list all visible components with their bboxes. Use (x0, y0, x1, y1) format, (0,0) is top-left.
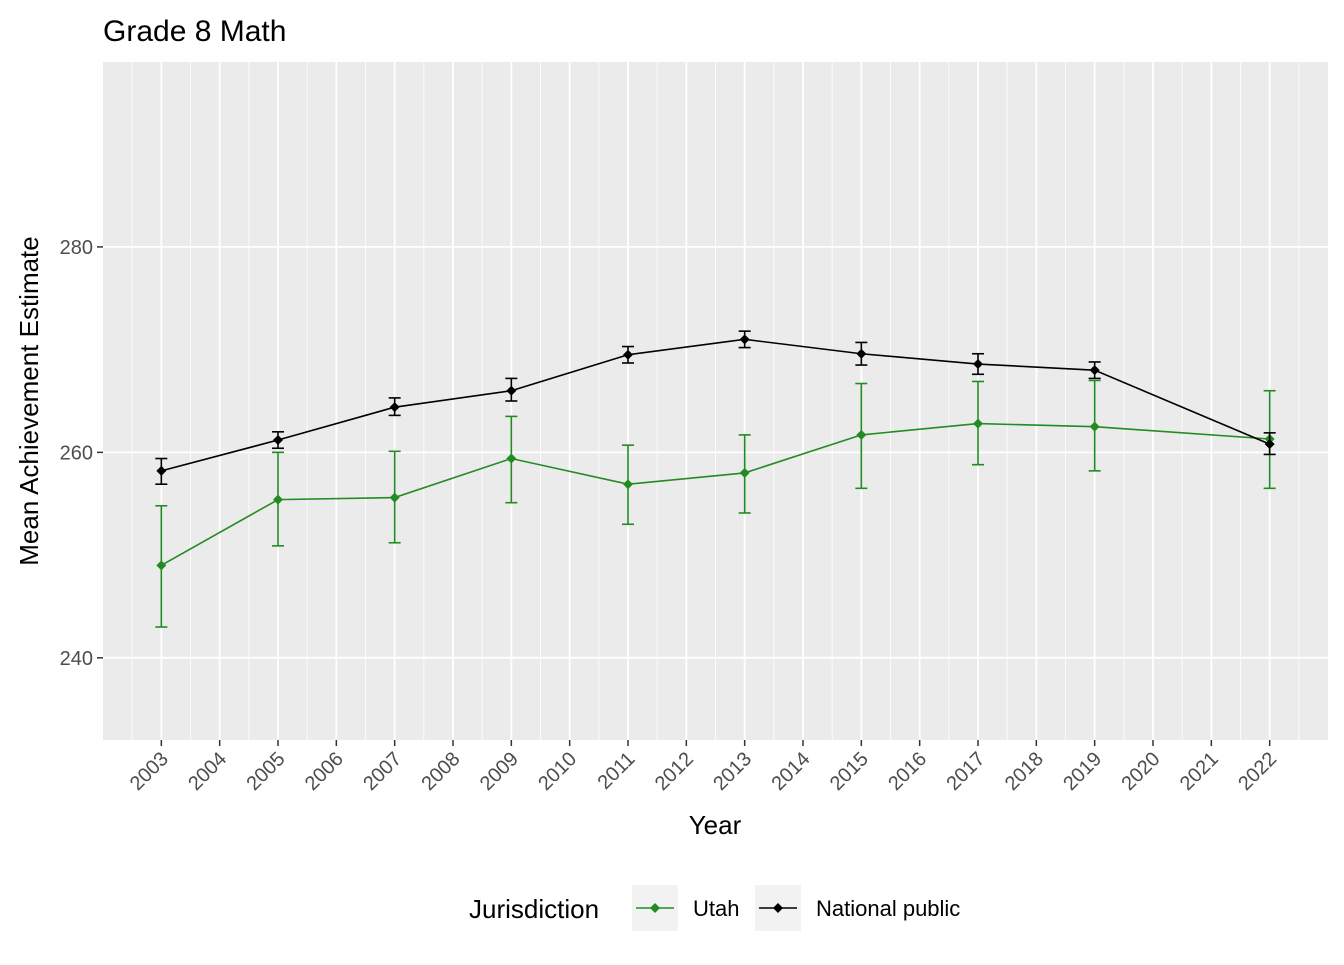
x-tick-label: 2008 (418, 748, 465, 795)
data-point (273, 494, 283, 505)
data-point (389, 402, 400, 413)
x-tick-label: 2012 (651, 748, 698, 795)
x-tick-label: 2020 (1118, 748, 1165, 795)
x-tick-label: 2010 (534, 748, 581, 795)
data-point (623, 349, 633, 360)
legend-title: Jurisdiction (469, 894, 599, 924)
y-tick-label: 240 (60, 648, 93, 670)
x-tick-label: 2013 (709, 748, 756, 795)
x-tick-label: 2016 (884, 748, 931, 795)
x-tick-label: 2015 (826, 748, 873, 795)
x-tick-label: 2006 (301, 748, 348, 795)
data-point (739, 467, 750, 478)
y-tick-label: 280 (60, 237, 93, 259)
x-tick-label: 2019 (1059, 748, 1106, 795)
legend-label: National public (816, 896, 960, 921)
data-point (739, 334, 750, 345)
data-point (506, 453, 517, 464)
data-point (389, 492, 400, 503)
data-point (973, 418, 983, 429)
x-tick-label: 2017 (943, 748, 990, 795)
data-point (1089, 421, 1100, 432)
data-point (506, 385, 517, 396)
data-point (156, 560, 167, 571)
data-point (856, 429, 867, 440)
x-tick-label: 2014 (768, 748, 815, 795)
data-point (973, 359, 983, 370)
legend: Jurisdiction Utah National public (469, 885, 960, 931)
marks (155, 330, 1276, 628)
x-axis-label: Year (689, 810, 742, 840)
data-point (156, 465, 167, 476)
legend-key-point (773, 903, 783, 913)
x-tick-label: 2009 (476, 748, 523, 795)
x-tick-label: 2003 (126, 748, 173, 795)
data-point (273, 435, 283, 446)
series-line (161, 338, 1270, 472)
data-point (1264, 439, 1275, 450)
series-line (160, 422, 1270, 567)
x-tick-label: 2007 (359, 748, 406, 795)
y-tick-label: 260 (60, 442, 93, 464)
legend-key-point (650, 903, 660, 913)
data-point (856, 348, 867, 359)
data-point (623, 479, 633, 490)
x-tick-label: 2022 (1234, 748, 1281, 795)
grid (103, 62, 1328, 740)
series-national-public (155, 330, 1276, 486)
x-tick-label: 2011 (594, 748, 640, 794)
chart-title: Grade 8 Math (103, 15, 286, 48)
x-tick-label: 2018 (1001, 748, 1048, 795)
y-axis-label: Mean Achievement Estimate (14, 236, 44, 566)
x-tick-label: 2021 (1176, 748, 1223, 795)
x-tick-label: 2004 (184, 748, 231, 795)
x-tick-label: 2005 (243, 748, 290, 795)
legend-label: Utah (693, 896, 739, 921)
data-point (1089, 365, 1100, 376)
